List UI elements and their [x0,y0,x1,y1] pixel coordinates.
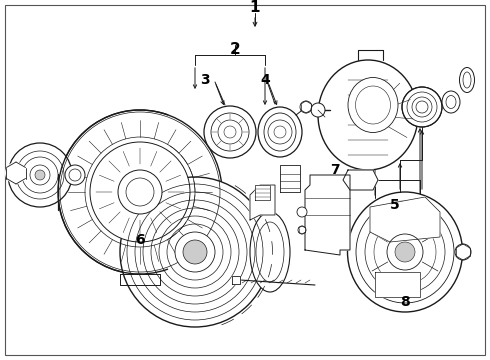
Circle shape [311,103,325,117]
Text: 3: 3 [200,73,210,87]
Circle shape [218,120,242,144]
Circle shape [175,232,215,272]
Circle shape [22,157,58,193]
Circle shape [297,207,307,217]
Text: 6: 6 [135,233,145,247]
Circle shape [8,143,72,207]
Circle shape [455,244,471,260]
Circle shape [402,87,442,127]
Polygon shape [255,185,270,200]
Circle shape [298,226,306,234]
Text: 2: 2 [230,42,241,58]
Circle shape [300,101,312,113]
Circle shape [268,120,292,144]
Text: 7: 7 [330,163,340,177]
Circle shape [183,240,207,264]
Ellipse shape [348,77,398,132]
Polygon shape [280,165,300,192]
Circle shape [69,169,81,181]
Text: 4: 4 [260,73,270,87]
Circle shape [387,234,423,270]
Text: 5: 5 [390,198,400,212]
Circle shape [65,165,85,185]
Polygon shape [305,175,350,255]
Circle shape [35,170,45,180]
Polygon shape [370,197,440,242]
Polygon shape [250,185,275,220]
Circle shape [274,126,286,138]
Polygon shape [120,274,160,285]
Ellipse shape [347,192,463,312]
Polygon shape [58,174,220,210]
Text: 1: 1 [250,0,260,15]
Circle shape [5,162,27,184]
Circle shape [126,178,154,206]
Circle shape [120,177,270,327]
Polygon shape [232,276,240,284]
Circle shape [58,110,222,274]
Ellipse shape [442,91,460,113]
Circle shape [118,170,162,214]
Polygon shape [375,272,420,297]
Circle shape [204,106,256,158]
Circle shape [90,142,190,242]
Ellipse shape [258,107,302,157]
Circle shape [30,165,50,185]
Ellipse shape [250,212,290,292]
Text: 8: 8 [400,295,410,309]
Polygon shape [343,170,378,190]
Circle shape [395,242,415,262]
Circle shape [224,126,236,138]
Ellipse shape [365,211,445,293]
Ellipse shape [460,68,474,93]
Ellipse shape [318,60,418,170]
